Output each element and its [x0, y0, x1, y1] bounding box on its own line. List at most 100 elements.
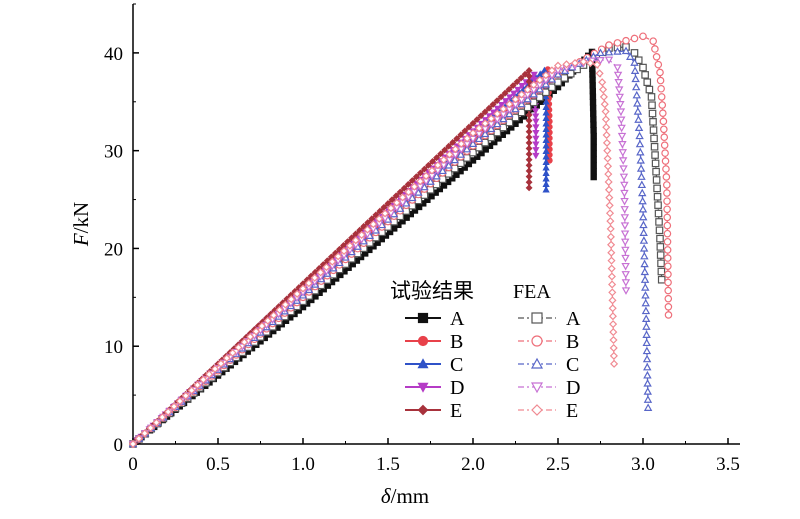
data-point	[637, 172, 646, 180]
data-point	[663, 189, 671, 197]
legend-label: B	[450, 331, 463, 353]
data-point	[601, 107, 610, 116]
data-point	[606, 232, 615, 241]
data-point	[650, 134, 658, 143]
data-point	[657, 84, 665, 93]
data-point	[428, 193, 435, 200]
data-point	[630, 34, 639, 43]
data-point	[596, 57, 605, 65]
data-point	[662, 165, 670, 173]
data-point	[505, 118, 514, 127]
data-point	[620, 189, 629, 198]
data-point	[633, 107, 643, 115]
data-point	[605, 201, 614, 210]
data-point	[449, 138, 457, 146]
data-point	[620, 222, 630, 230]
legend-swatch-marker	[417, 404, 429, 416]
data-point	[613, 64, 622, 72]
legend-item-fea-c: C	[518, 354, 579, 376]
data-point	[606, 224, 615, 233]
x-axis-unit: /mm	[391, 484, 430, 508]
data-point	[510, 90, 518, 98]
data-point	[663, 229, 672, 238]
data-point	[293, 289, 302, 298]
data-point	[298, 284, 308, 293]
data-point	[392, 198, 401, 207]
data-point	[414, 188, 423, 196]
data-point	[609, 320, 618, 329]
data-point	[602, 130, 611, 140]
data-point	[451, 145, 460, 154]
series-line	[132, 35, 670, 445]
data-point	[525, 184, 533, 192]
data-point	[525, 156, 533, 164]
data-point	[649, 37, 658, 45]
data-point	[607, 264, 616, 273]
data-point	[532, 141, 540, 148]
data-point	[412, 173, 420, 181]
data-point	[630, 66, 640, 74]
data-point	[493, 109, 502, 118]
data-point	[316, 268, 325, 277]
data-point	[246, 332, 255, 341]
data-point	[511, 95, 520, 104]
data-point	[641, 314, 651, 323]
data-point	[541, 71, 550, 80]
data-point	[474, 134, 484, 143]
x-tick-label: 2.5	[546, 454, 570, 475]
data-point	[654, 209, 663, 218]
data-point	[334, 252, 343, 261]
data-point	[525, 161, 533, 169]
data-point	[532, 118, 540, 126]
data-point	[615, 93, 624, 102]
data-point	[542, 180, 550, 187]
legend-swatch-marker	[531, 404, 543, 416]
data-point	[517, 108, 526, 117]
series-fea-a	[129, 43, 666, 448]
data-point	[664, 303, 673, 311]
data-point	[663, 205, 671, 214]
legend-swatch-marker	[531, 312, 543, 324]
data-point	[422, 171, 431, 181]
data-point	[631, 74, 640, 83]
data-point	[445, 150, 454, 159]
x-tick-label: 2.0	[461, 454, 485, 475]
data-point	[380, 203, 388, 211]
legend-label: B	[566, 331, 579, 353]
data-point	[461, 164, 468, 171]
data-point	[658, 101, 667, 109]
series-fea-e	[128, 57, 619, 449]
data-point	[603, 146, 612, 155]
data-point	[542, 169, 550, 176]
data-point	[432, 171, 441, 180]
data-point	[602, 138, 612, 147]
data-point	[641, 298, 650, 307]
data-point	[560, 74, 569, 82]
data-point	[656, 68, 664, 77]
data-point	[630, 58, 639, 66]
data-point	[427, 166, 437, 175]
data-point	[663, 237, 672, 246]
data-point	[664, 294, 673, 303]
data-point	[487, 114, 496, 123]
data-point	[640, 251, 649, 260]
legend-swatch-marker	[417, 382, 429, 393]
data-point	[640, 259, 649, 268]
data-point	[648, 101, 656, 110]
data-point	[593, 60, 602, 69]
data-point	[263, 316, 272, 325]
data-point	[656, 76, 665, 85]
data-point	[613, 71, 623, 80]
data-point	[497, 101, 506, 109]
data-point	[532, 113, 540, 120]
data-point	[643, 403, 653, 411]
data-point	[328, 257, 337, 266]
data-point	[605, 41, 613, 49]
data-point	[400, 184, 408, 192]
data-point	[474, 153, 481, 160]
data-point	[536, 70, 544, 77]
data-point	[643, 379, 652, 387]
data-point	[525, 128, 533, 136]
data-point	[521, 70, 529, 78]
data-point	[659, 109, 667, 117]
